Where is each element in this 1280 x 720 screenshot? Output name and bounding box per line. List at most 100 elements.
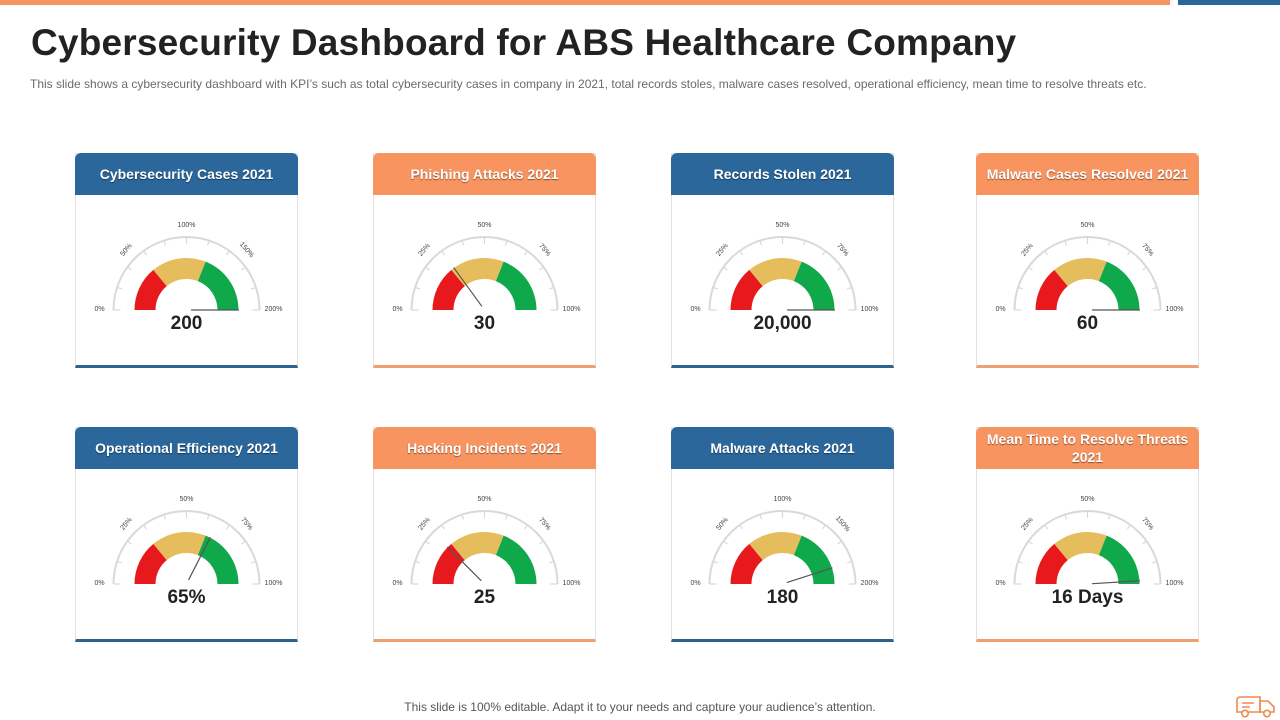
gauge-band-yellow [451,532,504,561]
gauge-band-yellow [451,258,504,287]
kpi-value: 30 [473,313,496,334]
gauge-tick [1126,524,1131,530]
gauge-chart: 0% 25% 50% 75% 100% [392,222,581,312]
gauge-tick [127,540,132,545]
kpi-value: 20,000 [753,313,812,334]
gauge-tick [802,240,806,246]
kpi-card-title: Cybersecurity Cases 2021 [75,153,298,195]
gauge-tick [461,240,465,246]
gauge-chart: 0% 25% 50% 75% 100% [392,496,581,586]
gauge-band-green [793,535,835,584]
gauge-tick-label: 25% [715,242,729,257]
page-subtitle: This slide shows a cybersecurity dashboa… [30,77,1147,91]
delivery-truck-icon [1236,696,1275,718]
gauge-tick [241,540,246,545]
gauge-tick [1044,250,1049,256]
gauge-tick-label: 100% [563,580,581,586]
gauge-band-red [134,269,167,310]
gauge-tick [143,250,148,256]
gauge-tick [1044,524,1049,530]
gauge-band-green [793,261,835,310]
gauge-band-green [1098,261,1140,310]
gauge-band-green [197,261,239,310]
gauge-band-green [197,535,239,584]
gauge-band-green [495,535,537,584]
gauge-tick [821,250,826,256]
kpi-card-hacking-incidents: Hacking Incidents 2021 0% 25% 50% 75% 100% 2… [373,427,596,642]
gauge-band-red [730,269,763,310]
gauge-tick-label: 100% [265,580,283,586]
gauge-tick-label: 150% [238,241,255,259]
gauge-tick-label: 100% [774,496,792,503]
gauge-tick [425,266,430,271]
kpi-card-title: Operational Efficiency 2021 [75,427,298,469]
kpi-card-title: Malware Cases Resolved 2021 [976,153,1199,195]
kpi-value: 65% [167,587,206,608]
gauge-tick-label: 50% [715,516,729,531]
gauge-tick [250,286,257,290]
gauge-tick [116,286,123,290]
gauge-tick [1028,266,1033,271]
gauge-band-yellow [749,258,802,287]
gauge-tick-label: 50% [477,222,491,229]
gauge-tick [821,524,826,530]
gauge-tick [1126,250,1131,256]
gauge-tick [712,560,719,564]
gauge-needle [453,267,483,307]
gauge-tick-label: 100% [861,306,879,312]
gauge-tick-label: 0% [690,580,700,586]
gauge-band-red [432,543,465,584]
gauge-band-yellow [153,258,206,287]
kpi-card-title: Mean Time to Resolve Threats 2021 [976,427,1199,469]
gauge-tick [1107,240,1111,246]
gauge-tick [723,540,728,545]
gauge-tick [206,240,210,246]
gauge-tick-label: 200% [265,306,283,312]
gauge-band-red [1035,543,1068,584]
gauge-band-green [1098,535,1140,584]
gauge-tick-label: 25% [119,516,133,531]
gauge-tick [739,524,744,530]
gauge-tick-label: 0% [392,580,402,586]
gauge-tick-label: 50% [179,496,193,503]
gauge-tick-label: 100% [1166,306,1184,312]
gauge-tick-label: 0% [995,306,1005,312]
gauge-band-yellow [749,532,802,561]
gauge-tick-label: 100% [563,306,581,312]
gauge-tick [441,524,446,530]
gauge-tick [523,524,528,530]
gauge-tick-label: 25% [1020,242,1034,257]
gauge-band-yellow [1054,258,1107,287]
gauge-tick [414,286,421,290]
gauge-tick [241,266,246,271]
gauge-tick [1107,514,1111,520]
gauge-tick [1151,286,1158,290]
kpi-card-operational-efficiency: Operational Efficiency 2021 0% 25% 50% 75% 1… [75,427,298,642]
gauge-tick [837,540,842,545]
gauge-tick [539,266,544,271]
gauge-chart: 0% 25% 50% 75% 100% [94,496,283,586]
gauge-tick [1017,560,1024,564]
kpi-card-malware-attacks: Malware Attacks 2021 0% 50% 100% 150% 200% 1… [671,427,894,642]
gauge-tick [846,286,853,290]
gauge-chart: 0% 50% 100% 150% 200% [94,222,283,312]
gauge-tick [712,286,719,290]
footer-note: This slide is 100% editable. Adapt it to… [404,700,876,714]
gauge-tick-label: 100% [1166,580,1184,586]
gauge-needle [1091,580,1140,585]
gauge-tick [1151,560,1158,564]
gauge-chart: 0% 25% 50% 75% 100% [690,222,879,312]
gauge-tick-label: 50% [477,496,491,503]
gauge-tick-label: 50% [1080,222,1094,229]
gauge-tick [1028,540,1033,545]
gauge-tick [548,286,555,290]
kpi-value: 60 [1076,313,1099,334]
page-title: Cybersecurity Dashboard for ABS Healthca… [31,22,1017,63]
gauge-needle [188,537,211,581]
gauge-tick [837,266,842,271]
top-accent-bar-orange [0,0,1170,5]
gauge-band-red [432,269,465,310]
gauge-needle [786,567,833,584]
gauge-chart: 0% 50% 100% 150% 200% [690,496,878,586]
gauge-tick [143,524,148,530]
